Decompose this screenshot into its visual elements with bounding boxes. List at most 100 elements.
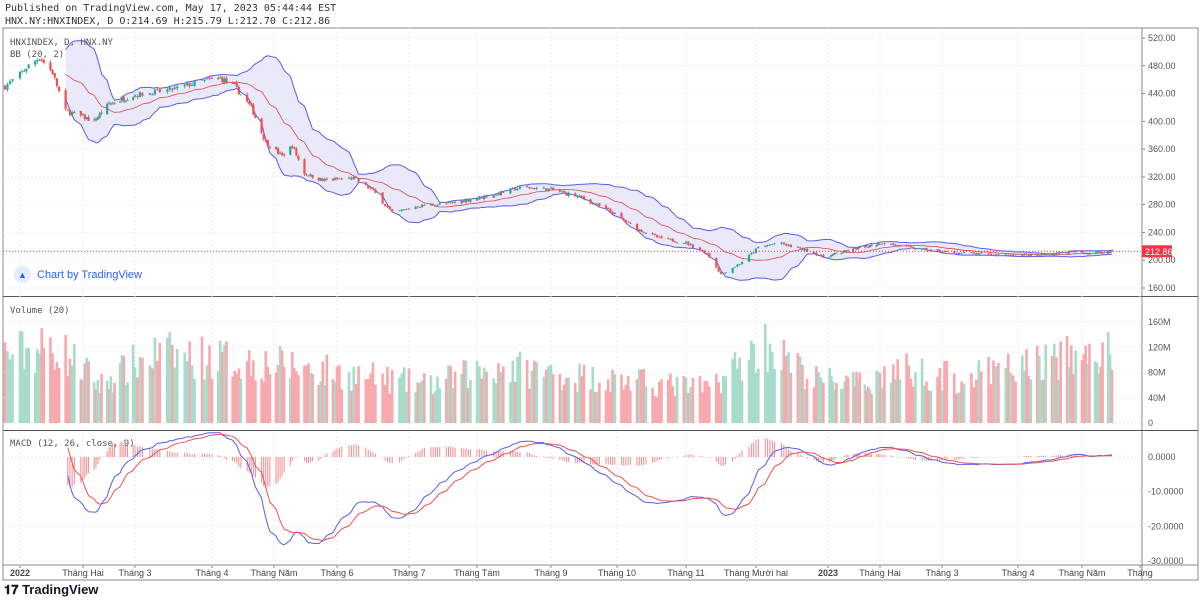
volume-bar [307, 363, 310, 423]
candle-body [400, 209, 403, 212]
candle-body [835, 252, 838, 254]
candle-body [787, 244, 790, 246]
volume-bar [3, 342, 7, 423]
candle-body [475, 198, 479, 201]
volume-bar [945, 361, 949, 423]
candle-body [1044, 254, 1047, 255]
candle-body [613, 213, 616, 214]
volume-bar [595, 391, 599, 423]
candle-body [347, 177, 351, 179]
volume-bar [782, 340, 786, 423]
volume-bar [851, 372, 855, 423]
candle-body [141, 92, 144, 96]
volume-bar [1080, 360, 1084, 423]
candle-body [927, 250, 930, 252]
volume-bar [460, 373, 463, 423]
candle-body [960, 252, 963, 254]
candle-body [96, 117, 99, 120]
candle-body [55, 78, 59, 86]
macd-tick-label: 0.0000 [1148, 452, 1176, 462]
candle-body [642, 232, 645, 234]
candle-body [429, 204, 433, 206]
candle-body [462, 200, 465, 203]
ohlc-readout: HNX.NY:HNXINDEX, D O:214.69 H:215.79 L:2… [5, 16, 331, 27]
candle-body [857, 247, 860, 250]
volume-bar [1055, 357, 1058, 423]
candle-body [738, 264, 741, 266]
volume-bar [1108, 354, 1112, 423]
volume-bar [254, 380, 257, 423]
price-tick-label: 440.00 [1148, 89, 1176, 99]
volume-bar [347, 372, 351, 423]
candle-body [660, 236, 663, 239]
volume-bar [750, 340, 753, 423]
candle-body [705, 252, 709, 254]
candle-body [1021, 254, 1024, 257]
volume-bar [752, 343, 755, 423]
chart-by-tradingview-link[interactable]: ▲ Chart by TradingView [14, 266, 142, 283]
volume-bar [233, 370, 237, 423]
candle-body [483, 196, 486, 200]
candle-body [18, 71, 22, 79]
candle-body [53, 73, 56, 78]
candle-body [855, 248, 858, 250]
volume-bar [875, 370, 878, 423]
candle-body [246, 94, 249, 102]
volume-bar [366, 379, 370, 423]
volume-bar [798, 356, 802, 423]
candle-body [889, 243, 893, 245]
volume-bar [622, 389, 625, 423]
candle-body [321, 178, 324, 181]
candle-body [217, 77, 220, 80]
candle-body [464, 199, 468, 203]
volume-bar [371, 362, 375, 423]
volume-bar [107, 389, 111, 423]
candle-body [563, 190, 566, 193]
volume-bar [1101, 342, 1104, 423]
volume-bar [350, 390, 353, 423]
volume-bar [768, 343, 772, 423]
candle-body [317, 177, 320, 181]
candle-body [669, 238, 672, 240]
volume-bar [352, 366, 356, 423]
volume-bar [141, 357, 144, 423]
volume-bar [736, 368, 739, 423]
candle-body [355, 176, 358, 179]
volume-bar [907, 365, 911, 423]
volume-bar [789, 372, 793, 423]
candle-body [171, 88, 174, 91]
volume-bar [642, 368, 646, 423]
candle-body [858, 246, 861, 248]
volume-bar [841, 389, 845, 423]
candle-body [438, 203, 441, 205]
candle-body [403, 209, 406, 211]
candle-body [264, 139, 267, 141]
volume-bar [98, 393, 102, 423]
volume-bar [249, 376, 253, 423]
volume-bar [870, 394, 873, 423]
candle-body [545, 188, 548, 191]
volume-bar [381, 373, 384, 423]
candle-body [153, 89, 156, 95]
volume-bar [880, 388, 884, 423]
volume-bar [374, 384, 377, 423]
volume-bar [68, 358, 72, 423]
volume-bar [992, 360, 995, 423]
candle-body [1065, 252, 1069, 254]
price-tick-label: 320.00 [1148, 172, 1176, 182]
candle-body [148, 92, 152, 95]
volume-bar [657, 381, 661, 423]
candle-body [480, 197, 483, 199]
volume-bar [952, 373, 956, 423]
candle-body [989, 253, 993, 256]
candle-body [223, 78, 226, 84]
volume-bar [118, 363, 122, 423]
candle-body [331, 178, 335, 181]
candle-body [289, 146, 292, 155]
candle-body [673, 241, 676, 243]
candle-body [374, 189, 377, 194]
candle-body [333, 178, 337, 180]
volume-bar [1093, 361, 1097, 423]
volume-bar [877, 371, 880, 423]
